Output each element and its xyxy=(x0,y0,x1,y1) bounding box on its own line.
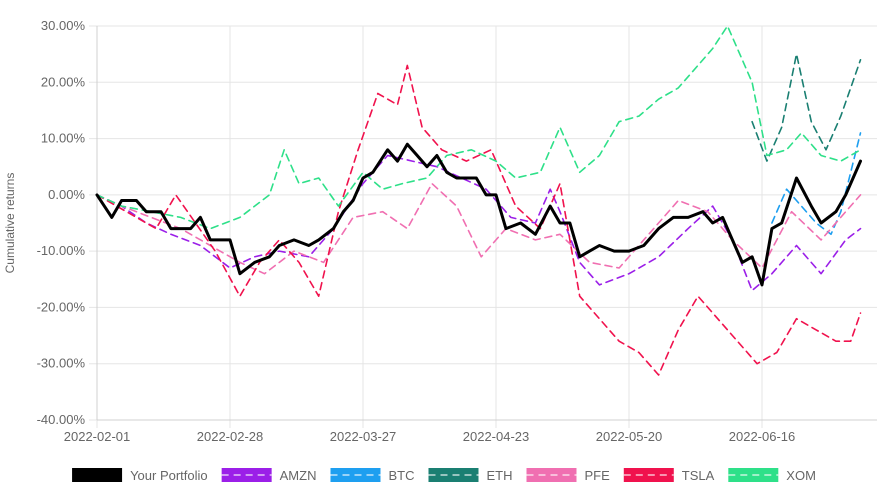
y-tick-label: -40.00% xyxy=(37,412,86,427)
legend: Your Portfolio AMZN BTC ETH PFE TSLA XOM xyxy=(72,468,816,483)
y-tick-label: 10.00% xyxy=(41,131,86,146)
y-axis-title: Cumulative returns xyxy=(3,173,17,274)
series-line-your-portfolio xyxy=(95,142,862,287)
x-tick-label: 2022-03-27 xyxy=(330,429,397,444)
legend-item-xom[interactable]: XOM xyxy=(728,468,816,483)
series-lines xyxy=(95,25,862,376)
series-line-amzn xyxy=(96,154,862,292)
x-tick-label: 2022-02-28 xyxy=(197,429,264,444)
series-line-tsla xyxy=(96,64,862,376)
legend-label: ETH xyxy=(486,468,512,483)
x-tick-label: 2022-06-16 xyxy=(729,429,796,444)
series-line-eth xyxy=(751,53,862,162)
legend-label: PFE xyxy=(584,468,610,483)
x-tick-label: 2022-02-01 xyxy=(64,429,131,444)
legend-item-your-portfolio[interactable]: Your Portfolio xyxy=(72,468,208,483)
legend-item-amzn[interactable]: AMZN xyxy=(221,468,317,483)
legend-label: XOM xyxy=(786,468,816,483)
grid xyxy=(89,25,877,428)
legend-label: AMZN xyxy=(280,468,317,483)
y-tick-label: 0.00% xyxy=(48,187,85,202)
legend-label: TSLA xyxy=(682,468,715,483)
y-tick-label: 30.00% xyxy=(41,18,86,33)
legend-item-tsla[interactable]: TSLA xyxy=(623,468,715,483)
legend-item-eth[interactable]: ETH xyxy=(428,468,512,483)
legend-label: Your Portfolio xyxy=(130,468,208,483)
y-axis-ticks: 30.00% 20.00% 10.00% 0.00% -10.00% -20.00% -30… xyxy=(37,18,86,427)
y-tick-label: -30.00% xyxy=(37,356,86,371)
series-line-xom xyxy=(96,25,862,230)
x-tick-label: 2022-04-23 xyxy=(463,429,530,444)
series-line-btc xyxy=(771,132,862,236)
legend-item-pfe[interactable]: PFE xyxy=(526,468,610,483)
legend-label: BTC xyxy=(388,468,414,483)
y-tick-label: 20.00% xyxy=(41,74,86,89)
x-tick-label: 2022-05-20 xyxy=(596,429,663,444)
legend-item-btc[interactable]: BTC xyxy=(330,468,414,483)
legend-swatch xyxy=(72,468,123,482)
series-line-pfe xyxy=(96,182,862,275)
x-axis-ticks: 2022-02-01 2022-02-28 2022-03-27 2022-04-23… xyxy=(64,429,796,444)
y-tick-label: -20.00% xyxy=(37,299,86,314)
y-tick-label: -10.00% xyxy=(37,243,86,258)
